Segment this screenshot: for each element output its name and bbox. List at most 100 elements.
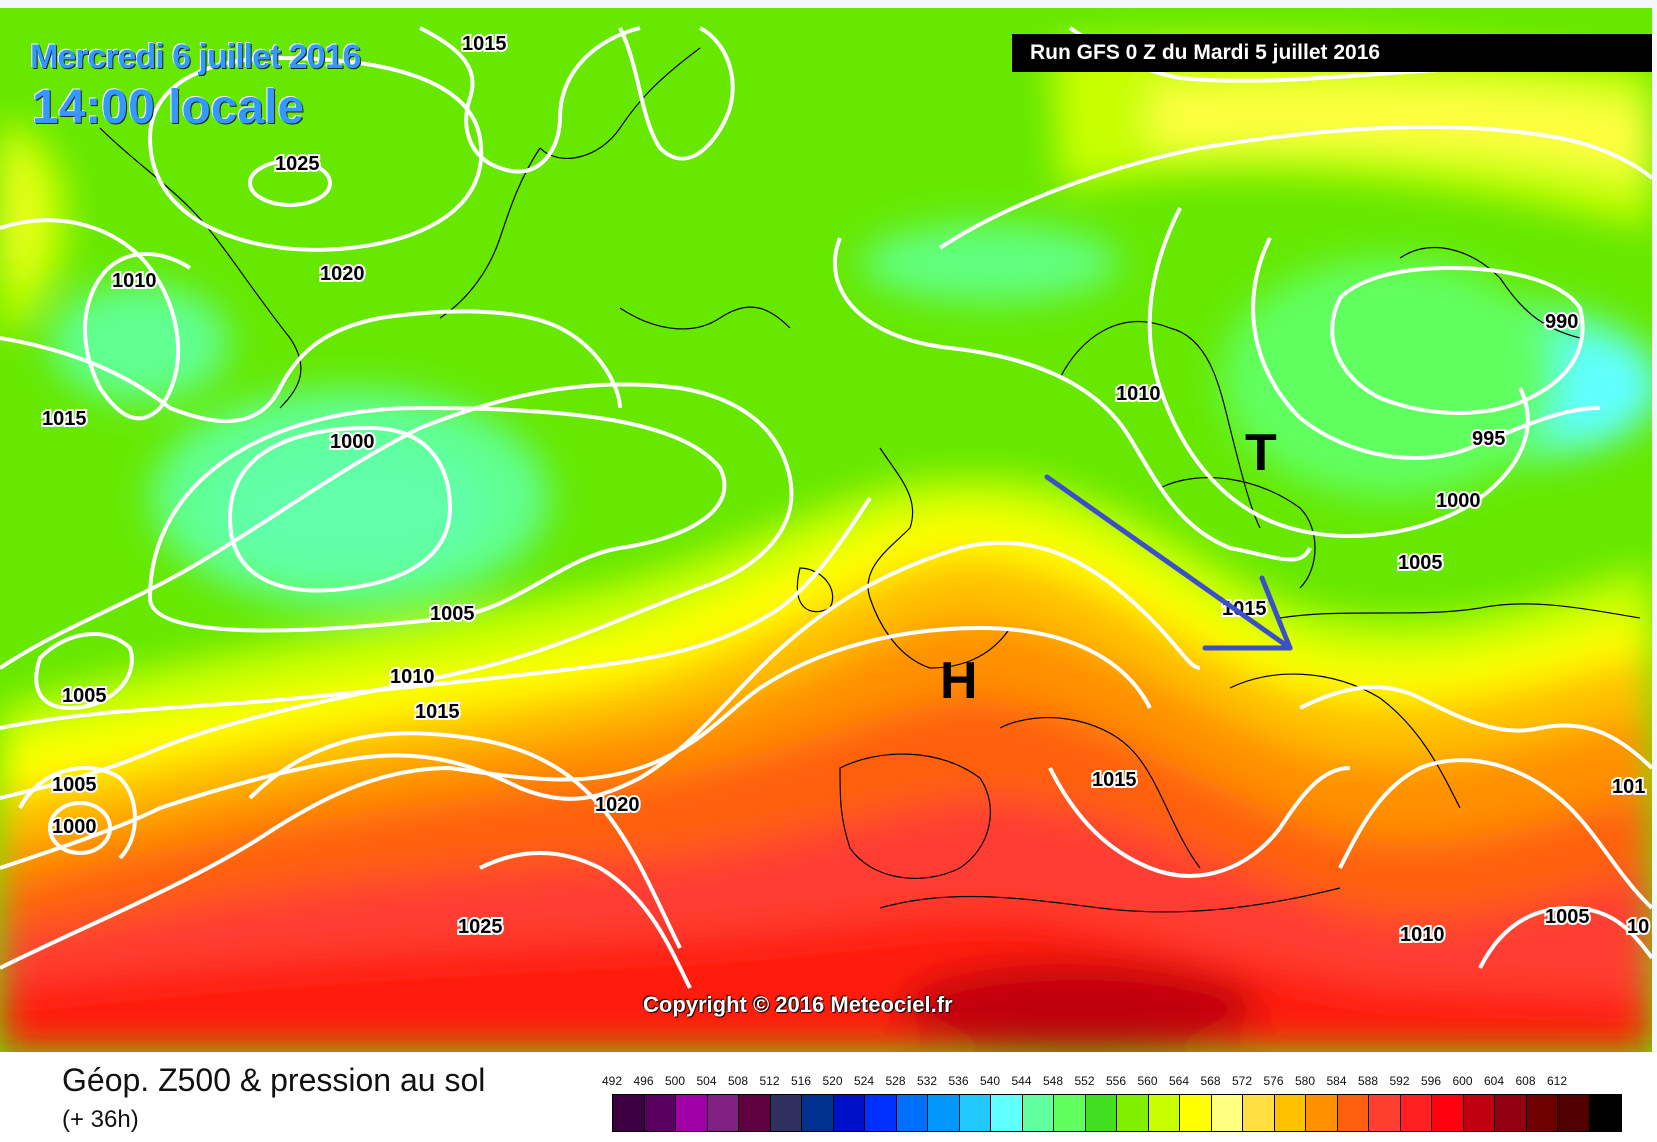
forecast-date: Mercredi 6 juillet 2016: [30, 38, 361, 76]
scale-tick-label: 592: [1389, 1074, 1410, 1088]
scale-swatch: [1306, 1095, 1338, 1131]
scale-swatch: [865, 1095, 897, 1131]
scale-tick-label: 604: [1483, 1074, 1505, 1088]
scale-swatch: [1526, 1095, 1558, 1131]
scale-tick-label: 612: [1546, 1074, 1568, 1088]
scale-tick-label: 508: [727, 1074, 749, 1088]
scale-tick-label: 568: [1200, 1074, 1221, 1088]
isobar-label: 1000: [330, 431, 375, 453]
isobar-label: 1000: [1436, 490, 1481, 512]
isobar-label: 1005: [430, 603, 475, 625]
forecast-time: 14:00 locale: [32, 81, 305, 134]
scale-tick-label: 556: [1105, 1074, 1127, 1088]
scale-swatch: [1369, 1095, 1401, 1131]
scale-tick-label: 584: [1326, 1074, 1347, 1088]
isobar-label: 990: [1545, 311, 1578, 333]
isobar-label: 1005: [1398, 552, 1443, 574]
scale-swatch: [1274, 1095, 1306, 1131]
scale-tick-label: 548: [1042, 1074, 1064, 1088]
scale-swatch: [1558, 1095, 1590, 1131]
isobar-label: 1005: [62, 685, 107, 707]
chart-caption: Géop. Z500 & pression au sol: [62, 1062, 486, 1098]
copyright-notice: Copyright © 2016 Meteociel.fr: [643, 992, 953, 1017]
scale-swatch: [1180, 1095, 1212, 1131]
scale-tick-label: 544: [1011, 1074, 1032, 1088]
legend-panel: Géop. Z500 & pression au sol (+ 36h) 492…: [0, 1052, 1657, 1142]
isobar-labels: 1015 1025 1010 1020 1015 1000 1005 1010 …: [40, 31, 1651, 948]
isobar-label: 1020: [595, 794, 640, 816]
scale-swatch: [1211, 1095, 1243, 1131]
scale-swatch: [896, 1095, 928, 1131]
scale-swatch: [1117, 1095, 1149, 1131]
isobar-label: 1010: [1400, 924, 1445, 946]
coastlines: [99, 47, 1641, 913]
isobar-label: 1025: [458, 916, 503, 938]
isobar-label: 1025: [275, 153, 320, 175]
scale-tick-label: 496: [633, 1074, 654, 1088]
scale-tick-label: 560: [1137, 1074, 1158, 1088]
scale-swatch: [1463, 1095, 1495, 1131]
scale-tick-label: 576: [1263, 1074, 1284, 1088]
isobar-label: 101: [1612, 776, 1645, 798]
isobar-label: 1015: [415, 701, 460, 723]
scale-labels: 492 496 500 504 508 512 516 520 524 528 532 536 540 5…: [602, 1074, 1616, 1090]
scale-tick-label: 564: [1168, 1074, 1190, 1088]
scale-swatch: [991, 1095, 1023, 1131]
scale-tick-label: 596: [1420, 1074, 1442, 1088]
geopotential-field: [0, 39, 1652, 1052]
run-info-banner: Run GFS 0 Z du Mardi 5 juillet 2016: [1012, 34, 1652, 72]
isobar-label: 1010: [112, 270, 157, 292]
color-scale-bar: [612, 1094, 1622, 1132]
scale-swatch: [676, 1095, 708, 1131]
isobar-label: 1010: [390, 666, 435, 688]
high-pressure-label: H: [940, 652, 978, 710]
low-pressure-label: T: [1245, 424, 1277, 482]
scale-tick-label: 572: [1231, 1074, 1253, 1088]
scale-swatch: [707, 1095, 739, 1131]
scale-swatch: [1243, 1095, 1275, 1131]
isobar-label: 1020: [320, 263, 365, 285]
scale-swatch: [1054, 1095, 1086, 1131]
scale-tick-label: 524: [853, 1074, 875, 1088]
scale-tick-label: 588: [1357, 1074, 1379, 1088]
isobar-label: 1000: [52, 816, 97, 838]
isobar-label: 1010: [1116, 383, 1161, 405]
scale-swatch: [1495, 1095, 1527, 1131]
scale-swatch: [1400, 1095, 1432, 1131]
scale-swatch: [770, 1095, 802, 1131]
scale-swatch: [1148, 1095, 1180, 1131]
scale-tick-label: 500: [664, 1074, 686, 1088]
scale-tick-label: 492: [601, 1074, 623, 1088]
scale-tick-label: 600: [1452, 1074, 1473, 1088]
scale-swatch: [1337, 1095, 1369, 1131]
map-canvas: 1015 1025 1010 1020 1015 1000 1005 1010 …: [0, 8, 1652, 1052]
scale-tick-label: 532: [916, 1074, 938, 1088]
scale-swatch: [802, 1095, 834, 1131]
scale-swatch: [644, 1095, 676, 1131]
scale-swatch: [739, 1095, 771, 1131]
scale-tick-label: 540: [979, 1074, 1001, 1088]
scale-tick-label: 536: [948, 1074, 969, 1088]
scale-swatch: [1022, 1095, 1054, 1131]
annotation-arrow: [1044, 474, 1293, 651]
scale-tick-label: 504: [696, 1074, 717, 1088]
scale-tick-label: 528: [885, 1074, 906, 1088]
scale-tick-label: 516: [790, 1074, 812, 1088]
scale-swatch: [1432, 1095, 1464, 1131]
isobar-label: 1015: [1092, 769, 1137, 791]
scale-tick-label: 608: [1515, 1074, 1536, 1088]
scale-swatch: [833, 1095, 865, 1131]
scale-swatch: [613, 1095, 645, 1131]
isobar-label: 10: [1627, 916, 1649, 938]
scale-tick-label: 580: [1294, 1074, 1316, 1088]
scale-swatch: [959, 1095, 991, 1131]
forecast-offset: (+ 36h): [62, 1106, 139, 1133]
scale-swatch: [1589, 1095, 1621, 1131]
isobar-label: 1005: [52, 774, 97, 796]
scale-swatch: [1085, 1095, 1117, 1131]
isobar-label: 1005: [1545, 906, 1590, 928]
scale-tick-label: 520: [822, 1074, 843, 1088]
scale-tick-label: 512: [759, 1074, 780, 1088]
isobar-label: 1015: [42, 408, 87, 430]
